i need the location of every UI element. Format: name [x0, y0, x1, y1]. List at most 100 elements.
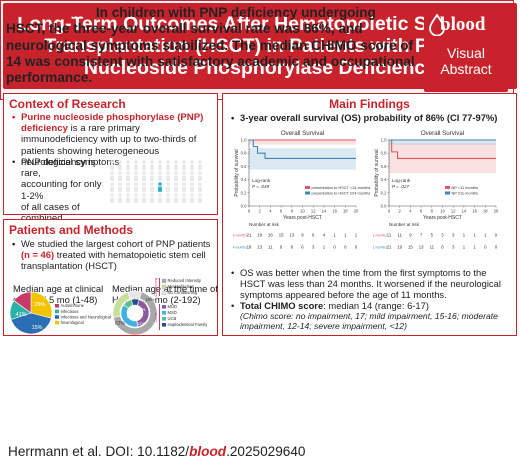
person-body: [174, 186, 178, 192]
risk-value: 21: [387, 245, 392, 250]
methods-heading: Patients and Methods: [9, 223, 134, 237]
legend-label: presentation to HSCT <24 months: [312, 185, 371, 190]
legend-label: Infectious: [61, 309, 79, 314]
person-body: [190, 197, 194, 203]
km-ylabel: Probability of survival: [234, 149, 240, 196]
risk-value: 4: [323, 233, 326, 238]
legend-swatch: [162, 317, 166, 321]
legend-label: MUD: [168, 304, 178, 309]
person-head: [166, 193, 170, 197]
x-tick-label: 0: [388, 209, 391, 214]
legend-swatch: [161, 290, 167, 295]
person-head: [158, 171, 162, 175]
legend-label: Neurological: [61, 320, 84, 325]
pie-slice: [10, 312, 52, 335]
risk-value: 0: [344, 245, 347, 250]
x-tick-label: 12: [311, 209, 316, 214]
x-tick-label: 20: [354, 209, 359, 214]
x-tick-label: 20: [494, 209, 499, 214]
context-panel: Context of Research • Purine nucleoside …: [3, 93, 218, 235]
person-head: [198, 171, 202, 175]
risk-value: 9: [280, 245, 283, 250]
person-body: [190, 186, 194, 192]
person-head: [182, 171, 186, 175]
legend-swatch: [55, 315, 59, 319]
person-head: [166, 171, 170, 175]
people-grid-icon: [110, 160, 202, 203]
conclusions-text: Conclusions: In children with PNP defici…: [6, 5, 415, 86]
person-head: [118, 182, 122, 186]
person-body: [174, 197, 178, 203]
context-heading: Context of Research: [9, 97, 126, 111]
person-head: [134, 160, 138, 164]
y-tick-label: 0.8: [241, 151, 247, 156]
person-body: [142, 164, 146, 170]
x-tick-label: 4: [409, 209, 412, 214]
person-body: [142, 197, 146, 203]
legend-label: Autoimmune: [61, 303, 85, 308]
x-tick-label: 2: [399, 209, 402, 214]
risk-value: 1: [355, 233, 358, 238]
person-head: [134, 182, 138, 186]
context-bullet: • Purine nucleoside phosphorylase (PNP) …: [12, 112, 212, 168]
person-body: [110, 175, 114, 181]
person-body: [110, 197, 114, 203]
person-body: [182, 175, 186, 181]
risk-value: 15: [279, 233, 284, 238]
person-head: [118, 160, 122, 164]
risk-value: 9: [409, 233, 412, 238]
legend-label: Infectious and Neurological: [61, 314, 112, 319]
km-title: Overall Survival: [421, 130, 464, 137]
donut-label: 42%: [127, 314, 136, 319]
badge-line1: Visual: [447, 45, 485, 61]
risk-value: 13: [419, 245, 424, 250]
person-head: [110, 182, 114, 186]
x-tick-label: 6: [280, 209, 283, 214]
y-tick-label: 0.2: [381, 190, 387, 195]
person-head: [142, 160, 146, 164]
person-head: [190, 160, 194, 164]
legend-label: Haploidentical Family: [168, 322, 209, 327]
os-better-bullet: • OS was better when the time from the fi…: [231, 267, 501, 300]
y-tick-label: 0.2: [241, 190, 247, 195]
risk-row-label: NP ≥11 months: [373, 246, 387, 250]
person-head: [134, 171, 138, 175]
legend-swatch: [161, 284, 167, 289]
x-tick-label: 14: [462, 209, 467, 214]
donut-slice: [130, 298, 140, 306]
survival-line-2: [249, 139, 356, 160]
risk-title: Number at risk: [249, 222, 280, 227]
x-tick-label: 18: [483, 209, 488, 214]
person-head: [158, 193, 162, 197]
risk-value: 1: [473, 233, 476, 238]
conclusions-panel: Conclusions: In children with PNP defici…: [0, 0, 514, 100]
person-body: [198, 197, 202, 203]
x-tick-label: 12: [451, 209, 456, 214]
person-head: [134, 193, 138, 197]
methods-panel: Patients and Methods • We studied the la…: [3, 219, 218, 336]
km-xlabel: Years post-HSCT: [283, 215, 322, 221]
person-body: [158, 197, 162, 203]
legend-label: Myeloablative: [168, 284, 194, 289]
y-tick-label: 0.0: [241, 204, 247, 209]
x-tick-label: 18: [343, 209, 348, 214]
person-body: [118, 164, 122, 170]
person-head: [142, 171, 146, 175]
ci-band: [249, 140, 356, 145]
y-tick-label: 1.0: [241, 138, 247, 143]
risk-value: 1: [463, 233, 466, 238]
risk-value: 0: [333, 245, 336, 250]
x-tick-label: 14: [322, 209, 327, 214]
person-body: [166, 197, 170, 203]
risk-value: 3: [452, 233, 455, 238]
person-body: [118, 186, 122, 192]
findings-panel: Main Findings • 3-year overall survival (…: [222, 93, 517, 336]
pie-slice: [13, 291, 32, 314]
chimo-bullet: • Total CHIMO score: median 14 (range: 6-…: [231, 300, 429, 311]
person-body: [190, 175, 194, 181]
cohort-size: (n = 46): [21, 249, 55, 260]
badge-line2: Abstract: [440, 61, 492, 77]
person-head: [150, 182, 154, 186]
legend-swatch: [55, 309, 59, 314]
legend-axis-conditioning: Conditioning: [154, 277, 158, 296]
